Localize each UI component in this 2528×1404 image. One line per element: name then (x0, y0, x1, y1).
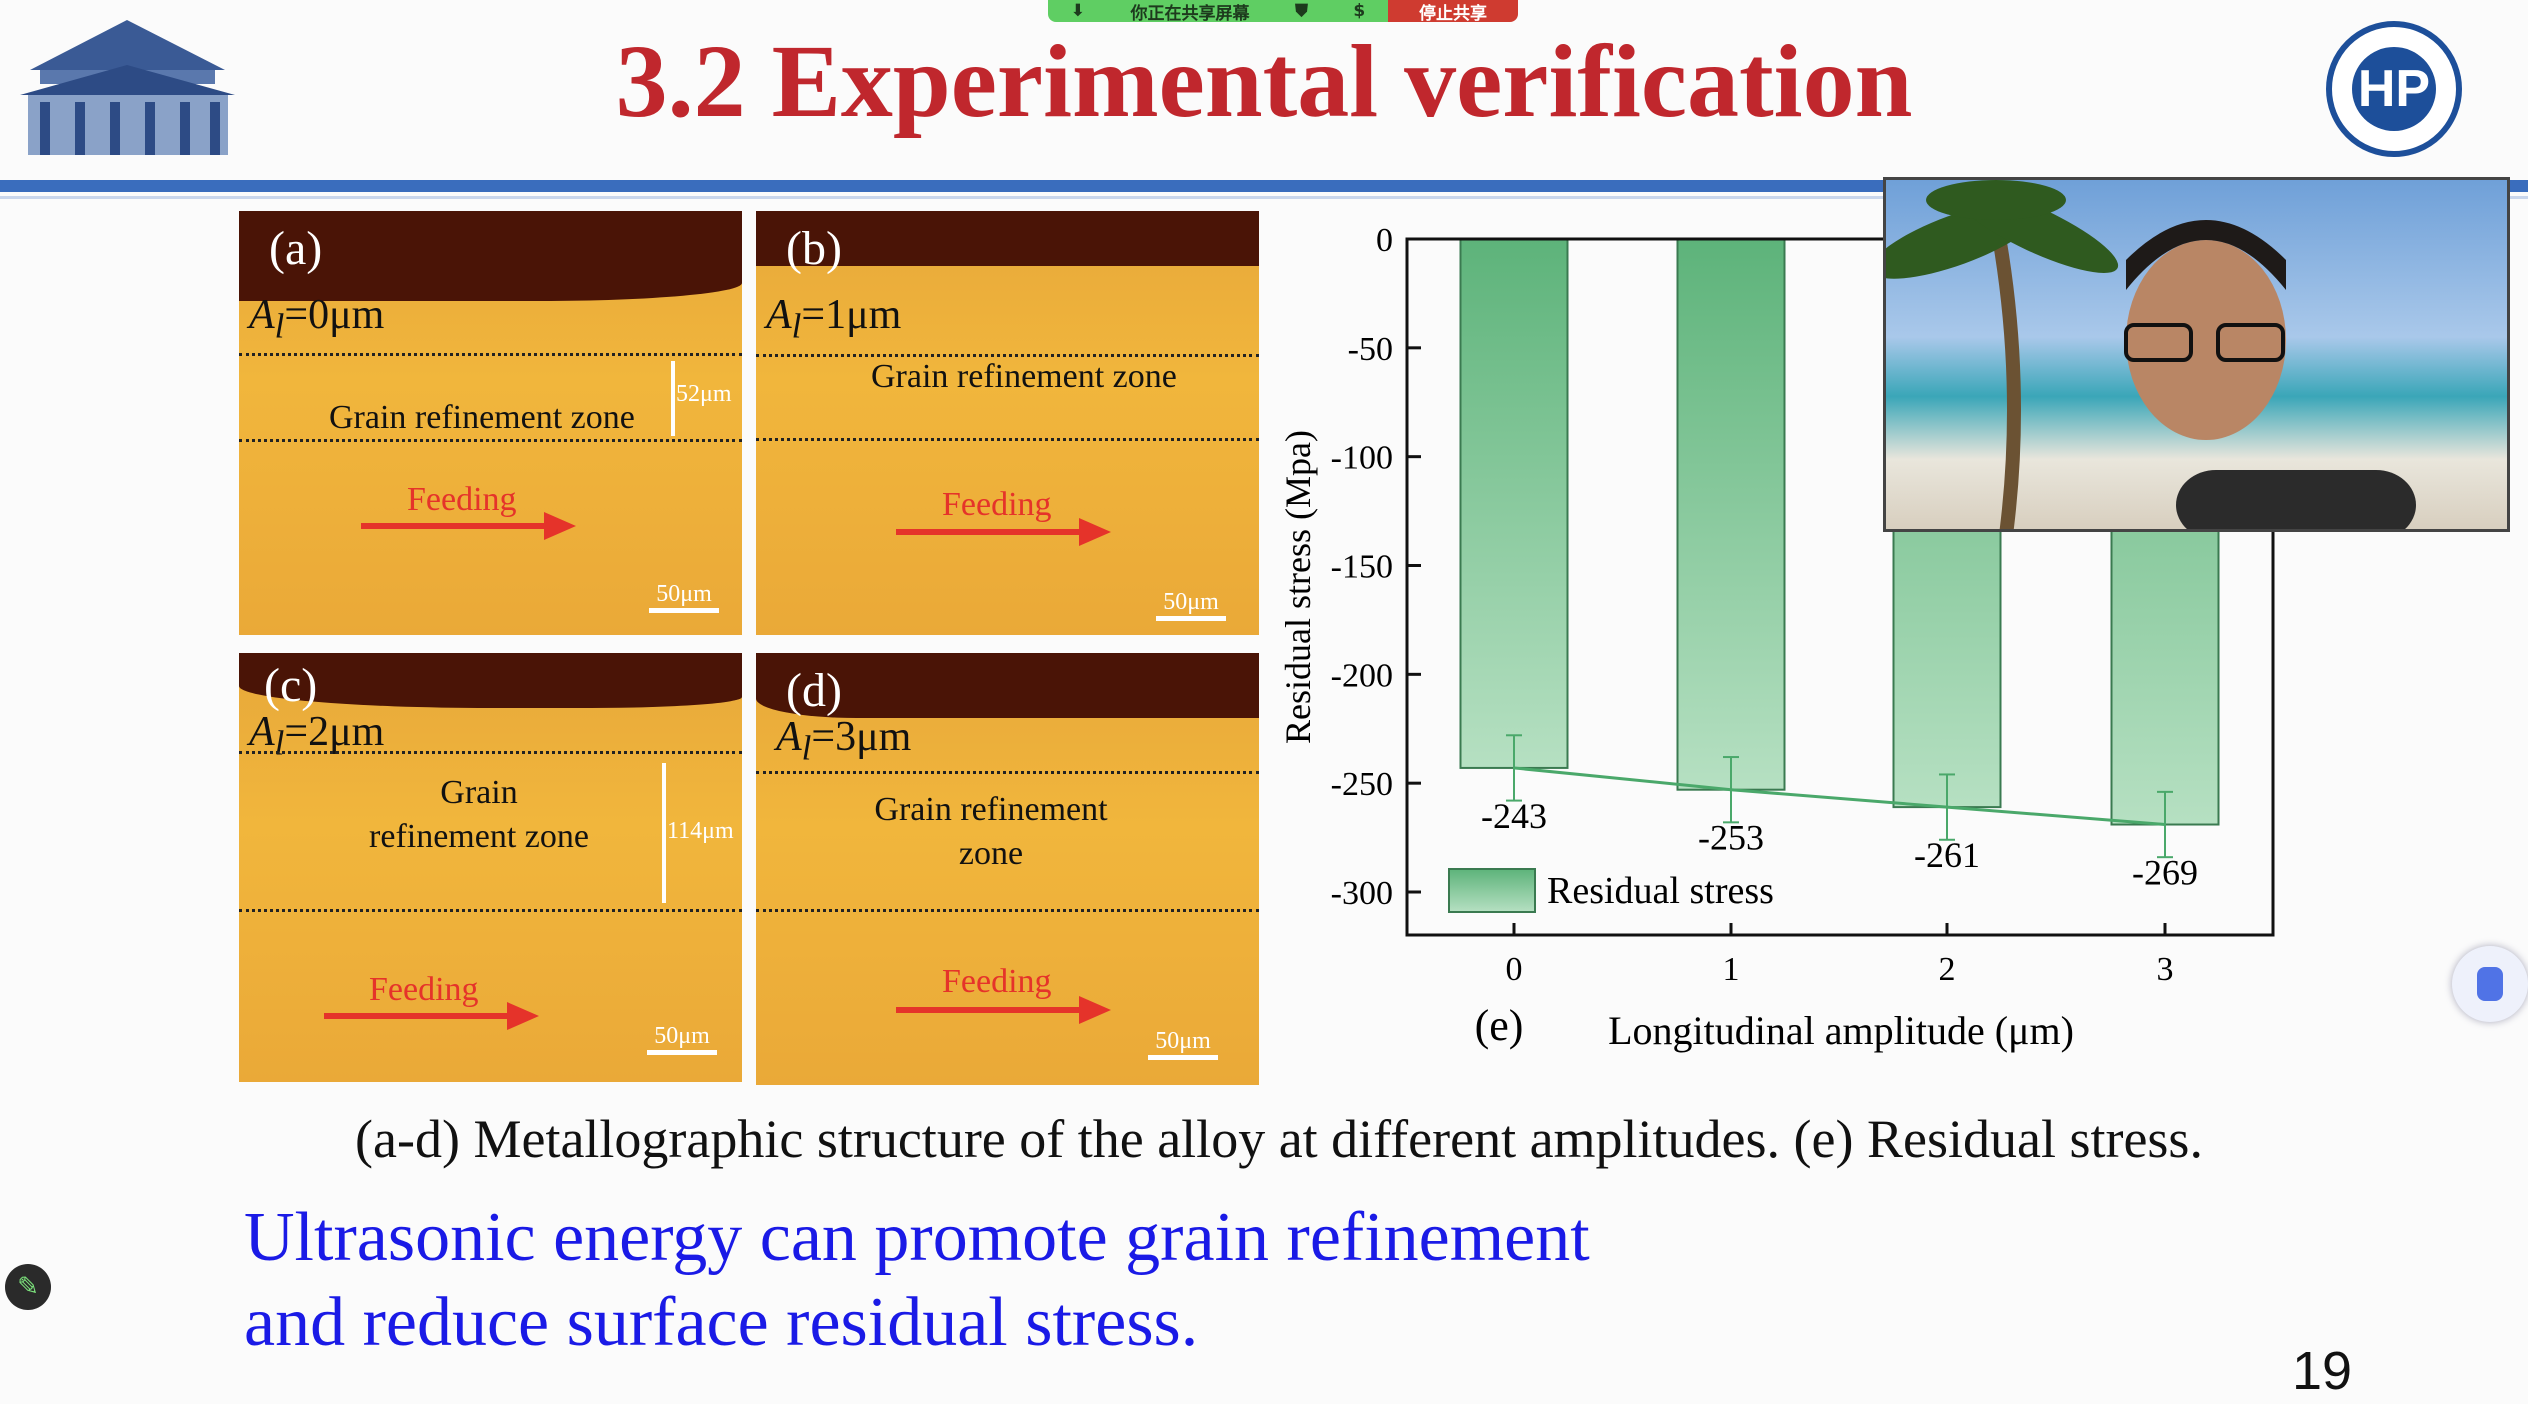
micrograph-a: (a) Al=0μm Grain refinement zone 52μm Fe… (239, 211, 742, 635)
university-seal-logo: HP (2326, 21, 2462, 157)
y-tick-label: -200 (1331, 657, 1393, 694)
legend-swatch (1448, 868, 1536, 913)
data-label: -243 (1481, 796, 1547, 836)
conclusion-line-2: and reduce surface residual stress. (244, 1284, 1199, 1361)
panel-label-e: (e) (1475, 1001, 1524, 1050)
y-axis-label: Residual stress (Mpa) (1278, 430, 1318, 744)
x-axis-label: Longitudinal amplitude (μm) (1608, 1008, 2074, 1053)
micrograph-c: (c) Al=2μm Grain refinement zone 114μm F… (239, 653, 742, 1082)
x-tick-label: 2 (1939, 951, 1956, 988)
plot-frame (1405, 237, 2275, 937)
slide-title: 3.2 Experimental verification (615, 24, 1913, 139)
page-number: 19 (2292, 1341, 2353, 1401)
conclusion-line-1: Ultrasonic energy can promote grain refi… (244, 1199, 1590, 1276)
legend-label: Residual stress (1547, 870, 1774, 912)
shield-icon: ⛊ (1295, 1, 1308, 21)
dollar-icon: $ (1353, 1, 1366, 21)
y-tick-label: -250 (1331, 766, 1393, 803)
trend-line (1513, 766, 2166, 827)
data-label: -253 (1698, 818, 1764, 858)
y-tick-label: -50 (1348, 331, 1393, 368)
presenter-video-frame (1886, 180, 2416, 529)
pin-icon: ⬇ (1070, 1, 1086, 21)
university-building-logo (20, 20, 235, 155)
y-tick-label: -150 (1331, 549, 1393, 586)
y-tick-label: -100 (1331, 440, 1393, 477)
micrograph-d: (d) Al=3μm Grain refinement zone Feeding… (756, 653, 1259, 1085)
screen-share-bar: ⬇ 你正在共享屏幕 ⛊ $ 停止共享 (1048, 0, 1518, 22)
micrograph-b: (b) Al=1μm Grain refinement zone Feeding… (756, 211, 1259, 635)
share-status: ⬇ 你正在共享屏幕 ⛊ $ (1048, 0, 1388, 22)
x-tick-label: 0 (1506, 951, 1523, 988)
y-tick-label: 0 (1376, 222, 1393, 259)
pen-annotation-icon[interactable]: ✎ (5, 1264, 51, 1310)
x-tick-label: 1 (1723, 951, 1740, 988)
stop-share-button[interactable]: 停止共享 (1388, 0, 1518, 22)
floating-assistant-button[interactable] (2452, 946, 2528, 1022)
y-tick-label: -300 (1331, 875, 1393, 912)
webcam-video[interactable] (1883, 177, 2510, 532)
figure-caption: (a-d) Metallographic structure of the al… (355, 1109, 2203, 1169)
bar-1 (1676, 238, 1786, 791)
data-label: -269 (2132, 853, 2198, 893)
x-tick-label: 3 (2157, 951, 2174, 988)
data-label: -261 (1914, 835, 1980, 875)
bar-0 (1459, 238, 1569, 769)
header-divider-thin (0, 196, 2528, 199)
